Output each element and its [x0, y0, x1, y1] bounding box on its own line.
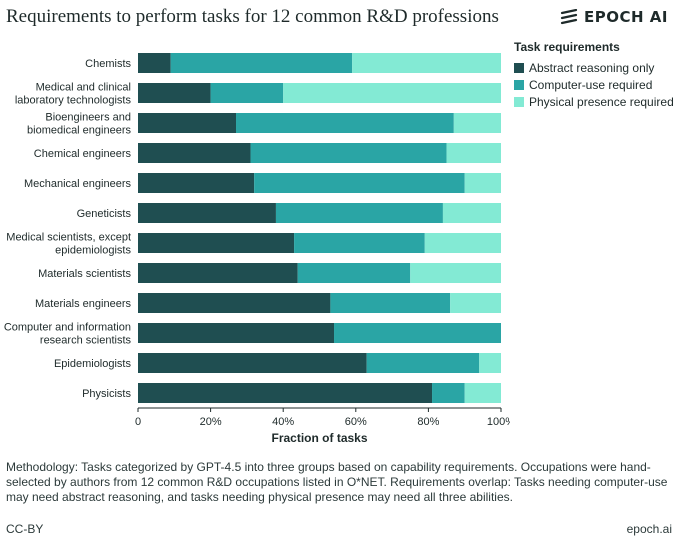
category-label: Chemists — [85, 58, 131, 70]
legend-swatch-computer — [514, 79, 524, 90]
legend-item-abstract: Abstract reasoning only — [514, 59, 674, 76]
bar-abstract — [138, 203, 276, 223]
bar-physical — [283, 83, 501, 103]
x-tick-label: 100% — [487, 416, 510, 428]
bar-computer — [210, 83, 284, 103]
legend-item-physical: Physical presence required — [514, 93, 674, 110]
category-label: Chemical engineers — [34, 148, 132, 160]
bar-abstract — [138, 83, 211, 103]
epoch-logo-icon — [560, 9, 578, 25]
bar-abstract — [138, 53, 171, 73]
bar-abstract — [138, 173, 255, 193]
legend-label-computer: Computer-use required — [529, 77, 653, 92]
bar-physical — [446, 143, 501, 163]
source-link[interactable]: epoch.ai — [626, 522, 672, 536]
bar-abstract — [138, 293, 331, 313]
bar-physical — [464, 173, 501, 193]
stacked-bar-chart: Chemists Medical and clinical laboratory t… — [4, 53, 510, 445]
bar-computer — [236, 113, 454, 133]
bar-physical — [479, 353, 501, 373]
category-label: Bioengineers and biomedical engineers — [27, 112, 131, 137]
bar-computer — [170, 53, 353, 73]
license-label: CC-BY — [6, 522, 44, 536]
chart-title: Requirements to perform tasks for 12 com… — [6, 6, 499, 27]
category-label: Medical and clinical laboratory technolog… — [15, 82, 132, 107]
category-label: Geneticists — [77, 208, 132, 220]
legend-label-abstract: Abstract reasoning only — [529, 60, 655, 75]
legend-swatch-abstract — [514, 62, 524, 73]
epoch-ai-logo[interactable]: EPOCH AI — [560, 8, 668, 26]
legend-item-computer: Computer-use required — [514, 76, 674, 93]
x-axis-label: Fraction of tasks — [271, 431, 367, 445]
x-tick-label: 0 — [135, 416, 141, 428]
bar-computer — [250, 143, 447, 163]
bar-physical — [442, 203, 501, 223]
x-tick-label: 40% — [272, 416, 294, 428]
x-tick-label: 20% — [200, 416, 222, 428]
x-tick-label: 80% — [417, 416, 439, 428]
legend-title: Task requirements — [514, 40, 620, 54]
bar-abstract — [138, 143, 251, 163]
category-label: Epidemiologists — [54, 358, 132, 370]
legend: Task requirements Abstract reasoning onl… — [514, 40, 674, 110]
methodology-note: Methodology: Tasks categorized by GPT-4.… — [6, 460, 668, 504]
bar-abstract — [138, 323, 335, 343]
bar-physical — [424, 233, 501, 253]
category-label: Materials engineers — [35, 298, 131, 310]
category-label: Medical scientists, except epidemiologist… — [6, 232, 131, 257]
legend-label-physical: Physical presence required — [529, 94, 674, 109]
bar-computer — [366, 353, 480, 373]
bar-abstract — [138, 233, 295, 253]
bar-abstract — [138, 263, 298, 283]
bar-computer — [275, 203, 443, 223]
bar-computer — [334, 323, 501, 343]
bar-computer — [330, 293, 451, 313]
bar-physical — [410, 263, 501, 283]
bar-computer — [294, 233, 425, 253]
legend-swatch-physical — [514, 96, 524, 107]
bar-physical — [450, 293, 501, 313]
brand-name: EPOCH AI — [584, 8, 668, 26]
category-label: Physicists — [82, 388, 131, 400]
bar-abstract — [138, 113, 237, 133]
bar-physical — [453, 113, 501, 133]
bar-computer — [297, 263, 411, 283]
category-label: Materials scientists — [38, 268, 131, 280]
bar-computer — [432, 383, 465, 403]
bar-physical — [464, 383, 501, 403]
x-tick-label: 60% — [345, 416, 367, 428]
bar-abstract — [138, 383, 433, 403]
bar-computer — [254, 173, 465, 193]
category-label: Mechanical engineers — [24, 178, 132, 190]
bar-abstract — [138, 353, 367, 373]
category-label: Computer and information research scienti… — [4, 322, 132, 347]
bar-physical — [352, 53, 501, 73]
